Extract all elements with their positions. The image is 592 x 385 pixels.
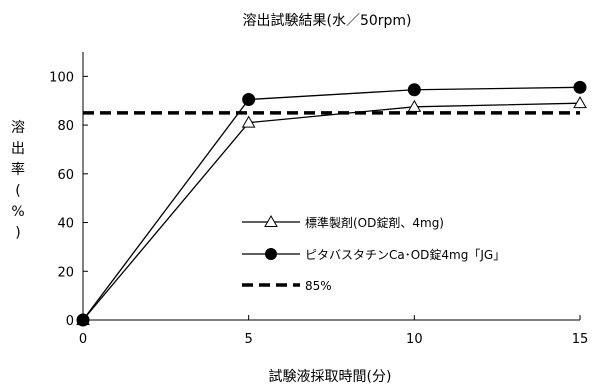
- y-tick-label: 20: [57, 265, 74, 280]
- y-axis-title: 溶出率 (%): [11, 120, 25, 241]
- legend-marker: [264, 214, 278, 227]
- legend-label: 標準製剤(OD錠剤、4mg): [305, 215, 444, 230]
- y-axis-title-char: 溶: [11, 120, 25, 136]
- legend: 標準製剤(OD錠剤、4mg) ピタバスタチンCa･OD錠4mg「JG」 85%: [242, 214, 505, 293]
- x-tick-label: 0: [79, 332, 87, 347]
- x-tick-label: 15: [572, 332, 589, 347]
- series-2: [76, 80, 587, 327]
- data-point: [407, 83, 421, 97]
- data-point: [573, 80, 587, 94]
- legend-label: ピタバスタチンCa･OD錠4mg「JG」: [305, 247, 505, 262]
- y-tick-label: 60: [57, 168, 74, 183]
- y-axis-title-char: (: [15, 183, 20, 199]
- legend-marker: [265, 248, 277, 260]
- x-axis-title: 試験液採取時間(分): [269, 369, 392, 385]
- legend-item-3: 85%: [242, 279, 332, 293]
- legend-item-1: 標準製剤(OD錠剤、4mg): [242, 214, 444, 230]
- y-axis-title-char: 率: [11, 161, 25, 178]
- series-line: [82, 102, 581, 321]
- y-tick-label: 100: [49, 70, 74, 85]
- data-point: [242, 93, 256, 107]
- axes: 0 20 40 60 80 100 0 5 10 15: [49, 52, 588, 347]
- y-tick-label: 0: [66, 314, 74, 329]
- y-tick-label: 80: [57, 119, 74, 134]
- y-axis-title-char: %: [11, 204, 24, 220]
- series-layer: [76, 80, 587, 327]
- y-axis-title-char: ): [15, 225, 20, 241]
- data-point: [407, 99, 422, 112]
- legend-item-2: ピタバスタチンCa･OD錠4mg「JG」: [242, 247, 505, 262]
- chart-title: 溶出試験結果(水／50rpm): [242, 13, 411, 29]
- data-point: [241, 115, 256, 128]
- y-tick-label: 40: [57, 217, 74, 232]
- data-point: [76, 313, 90, 327]
- y-axis-title-char: 出: [11, 141, 25, 157]
- data-point: [573, 96, 587, 109]
- x-tick-label: 10: [406, 332, 423, 347]
- series-line: [82, 86, 581, 321]
- x-tick-label: 5: [245, 332, 253, 347]
- legend-label: 85%: [305, 279, 332, 293]
